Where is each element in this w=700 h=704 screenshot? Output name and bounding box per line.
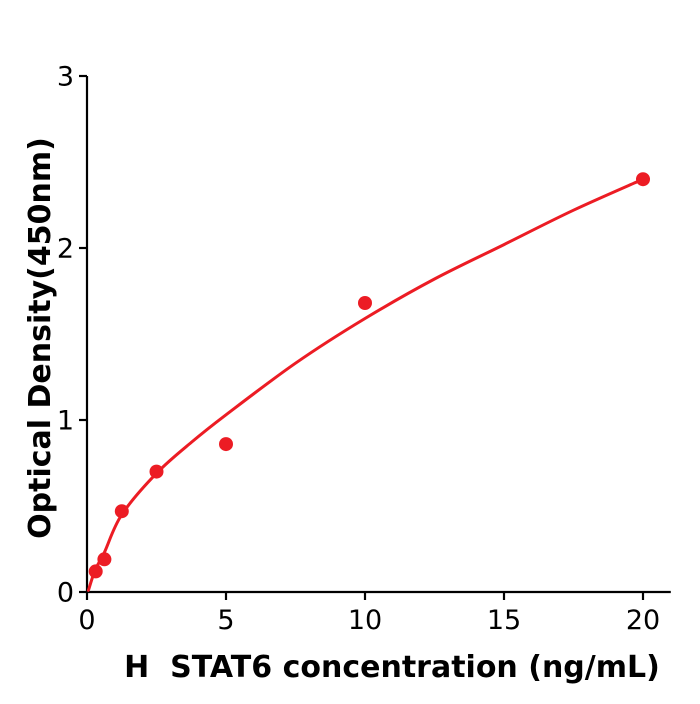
- fitted-curve-layer: [86, 177, 645, 592]
- y-axis-label: Optical Density(450nm): [23, 137, 58, 539]
- data-point: [88, 564, 103, 579]
- y-tick-label: 1: [57, 406, 74, 437]
- data-points-layer: [88, 172, 650, 579]
- y-tick-label: 2: [57, 234, 74, 265]
- x-axis-label: H STAT6 concentration (ng/mL): [124, 650, 660, 685]
- data-point: [149, 464, 164, 479]
- axes: [85, 76, 671, 594]
- fit-curve: [86, 177, 645, 592]
- data-point: [97, 552, 112, 567]
- x-tick-label: 20: [626, 605, 660, 636]
- x-tick-label: 5: [217, 605, 234, 636]
- axis-ticks: [79, 74, 645, 600]
- y-tick-label: 3: [57, 62, 74, 93]
- data-point: [219, 437, 233, 452]
- x-tick-label: 15: [487, 605, 521, 636]
- data-point: [358, 296, 372, 310]
- data-point: [114, 504, 129, 519]
- y-tick-label: 0: [57, 578, 74, 609]
- data-point: [636, 172, 650, 187]
- x-tick-label: 0: [78, 605, 95, 636]
- x-tick-label: 10: [348, 605, 382, 636]
- axis-tick-labels: 0 1 2 3 0 5 10 15 20: [57, 62, 660, 637]
